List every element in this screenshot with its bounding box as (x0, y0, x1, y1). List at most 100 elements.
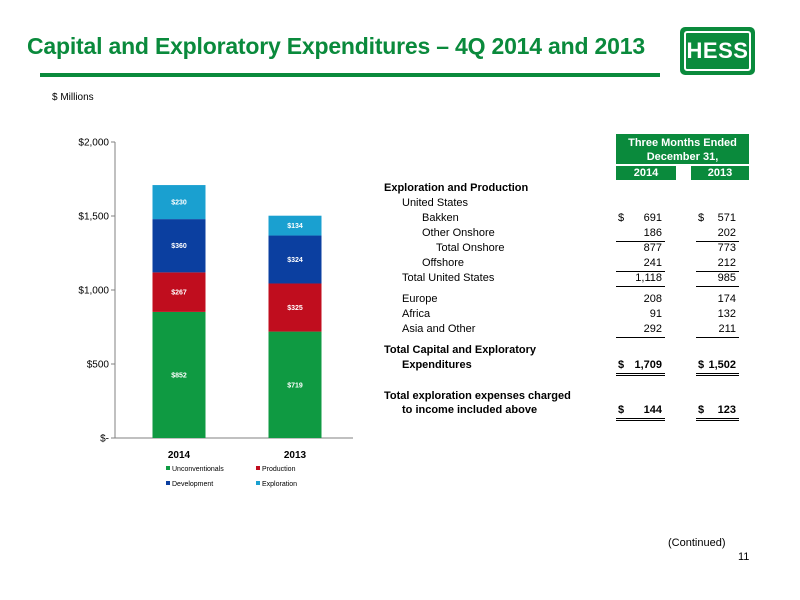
table-row: Expenditures $ $1,709 1,502 (380, 359, 750, 373)
underline-2014 (616, 286, 665, 287)
value-2013: 202 (717, 227, 736, 239)
underline-2014 (616, 337, 665, 338)
dollar-sign: $ (698, 404, 705, 416)
row-label: Total exploration expenses charged (384, 390, 571, 402)
bar-segment-production (152, 272, 206, 312)
bar-segment-production (268, 283, 322, 332)
value-2013: 985 (717, 272, 736, 284)
row-label: Total Capital and Exploratory (384, 344, 536, 356)
row-label: to income included above (402, 404, 538, 416)
bar-value-label: $134 (287, 223, 303, 230)
table-row: to income included above $ $144 123 (380, 404, 750, 418)
bar-value-label: $360 (171, 243, 187, 250)
table-row: United States (380, 197, 750, 211)
continued-note: (Continued) (668, 537, 726, 549)
x-category-label: 2014 (168, 450, 191, 461)
value-2013: 571 (717, 212, 736, 224)
value-2014: 1,709 (634, 359, 662, 371)
row-label: Exploration and Production (384, 182, 529, 194)
table-row: Exploration and Production (380, 182, 750, 196)
double-underline-2014 (616, 375, 665, 376)
x-category-label: 2013 (284, 450, 307, 461)
row-label: Bakken (422, 212, 459, 224)
title-rule (40, 73, 660, 77)
dollar-sign: $ (698, 359, 705, 371)
dollar-sign: $ (618, 212, 625, 224)
table-header-col-2013: 2013 (691, 166, 749, 180)
row-label: Asia and Other (402, 323, 476, 335)
value-2014: 1,118 (635, 272, 662, 284)
y-tick-label: $1,000 (78, 286, 109, 297)
y-tick-label: $500 (87, 360, 110, 371)
legend-swatch (166, 466, 170, 470)
double-underline-2013 (696, 420, 739, 421)
legend-label: Development (172, 481, 213, 488)
value-2014: 91 (649, 308, 662, 320)
logo-text: HESS (686, 38, 749, 63)
table-row: Europe 208 174 (380, 293, 750, 307)
table-row: Total Capital and Exploratory (380, 344, 750, 358)
value-2014: 292 (643, 323, 662, 335)
table-row: Bakken $ $691 571 (380, 212, 750, 226)
value-2013: 123 (717, 404, 736, 416)
value-2013: 211 (718, 323, 736, 335)
underline-2013 (696, 373, 739, 374)
row-label: Europe (402, 293, 438, 305)
bar-segment-unconventionals (152, 311, 206, 438)
row-label: Total United States (402, 272, 495, 284)
units-label: $ Millions (52, 92, 94, 103)
table-header-period: Three Months Ended December 31, (616, 134, 749, 164)
bar-value-label: $324 (287, 257, 303, 264)
value-2013: 773 (717, 242, 736, 254)
y-tick-label: $1,500 (78, 212, 109, 223)
page-number: 11 (738, 551, 750, 563)
stacked-bar-chart: $- $500 $1,000 $1,500 $2,000 $852 $267 $360 $230… (78, 138, 353, 488)
legend-swatch (256, 481, 260, 485)
header-date-text: December 31, (646, 151, 719, 163)
row-label: Offshore (422, 257, 464, 269)
table-row: Africa 91 132 (380, 308, 750, 322)
bar-value-label: $267 (171, 290, 187, 297)
y-tick-label: $2,000 (78, 138, 109, 149)
logo-frame: HESS (684, 31, 751, 71)
underline-2014 (616, 241, 665, 242)
bar-segment-development (152, 219, 206, 273)
value-2014: 186 (643, 227, 662, 239)
bar-value-label: $852 (171, 372, 187, 379)
bar-value-label: $230 (171, 200, 187, 207)
underline-2013 (696, 286, 739, 287)
value-2013: 132 (717, 308, 736, 320)
value-2014: 877 (643, 242, 662, 254)
bar-value-label: $325 (287, 305, 303, 312)
row-label: Expenditures (402, 359, 472, 371)
value-2013: 174 (717, 293, 736, 305)
slide-title: Capital and Exploratory Expenditures – 4… (27, 33, 645, 59)
underline-2013 (696, 271, 739, 272)
double-underline-2014 (616, 420, 665, 421)
value-2014: 144 (643, 404, 662, 416)
table-row: Offshore 241 212 (380, 257, 750, 271)
legend-swatch (256, 466, 260, 470)
row-label: Africa (402, 308, 431, 320)
bar-segment-exploration (152, 185, 206, 220)
row-label: Total Onshore (436, 242, 505, 254)
table-row: Total Onshore 877 773 (380, 242, 750, 256)
underline-2014 (616, 271, 665, 272)
underline-2014 (616, 373, 665, 374)
dollar-sign: $ (618, 359, 625, 371)
dollar-sign: $ (618, 404, 625, 416)
double-underline-2013 (696, 375, 739, 376)
hess-logo: HESS (680, 27, 755, 75)
table-row: Asia and Other 292 211 (380, 323, 750, 337)
row-label: Other Onshore (422, 227, 495, 239)
header-period-text: Three Months Ended (628, 137, 737, 149)
table-header-col-2014: 2014 (616, 166, 676, 180)
value-2014: 691 (643, 212, 662, 224)
legend-swatch (166, 481, 170, 485)
table-row: Other Onshore 186 202 (380, 227, 750, 241)
legend-label: Unconventionals (172, 466, 224, 473)
value-2013: 212 (717, 257, 736, 269)
bar-segment-unconventionals (268, 331, 322, 438)
bar-segment-development (268, 235, 322, 284)
table-row: Total exploration expenses charged (380, 390, 750, 404)
